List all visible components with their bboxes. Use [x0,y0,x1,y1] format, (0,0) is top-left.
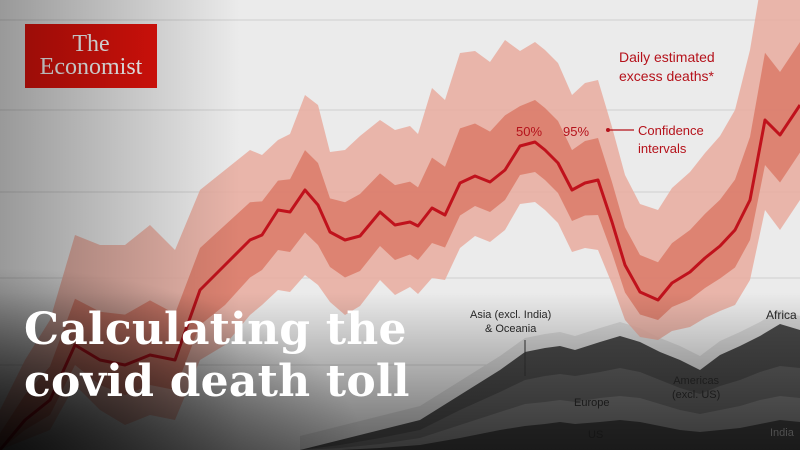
daily-deaths-label: Daily estimated excess deaths* [619,48,715,86]
headline-line-1: Calculating the [24,304,407,355]
ci-label-line-1: Confidence [638,123,704,138]
ci-label-line-2: intervals [638,141,687,156]
americas-label: Americas (excl. US) [672,374,720,402]
logo-line-1: The [72,31,110,57]
ci-50-label: 50% [516,124,543,139]
india-label: India [770,427,794,439]
daily-deaths-label-line-2: excess deaths* [619,68,714,84]
logo-line-2: Economist [39,54,143,80]
americas-label-line-2: (excl. US) [672,389,721,401]
ci-95-label: 95% [563,124,590,139]
headline-line-2: covid death toll [24,356,410,407]
confidence-intervals-label: Confidence intervals [638,122,704,158]
asia-label-line-2: & Oceania [484,323,537,335]
africa-label: Africa [766,308,797,322]
americas-label-line-1: Americas [673,375,720,387]
confidence-leader-dot [606,128,610,132]
asia-label-line-1: Asia (excl. India) [470,309,552,321]
asia-label: Asia (excl. India) & Oceania [470,308,551,336]
headline: Calculating the covid death toll [24,304,410,408]
economist-logo: The Economist [25,24,157,88]
us-label: US [588,429,604,441]
daily-deaths-label-line-1: Daily estimated [619,49,715,65]
europe-label: Europe [574,397,610,409]
